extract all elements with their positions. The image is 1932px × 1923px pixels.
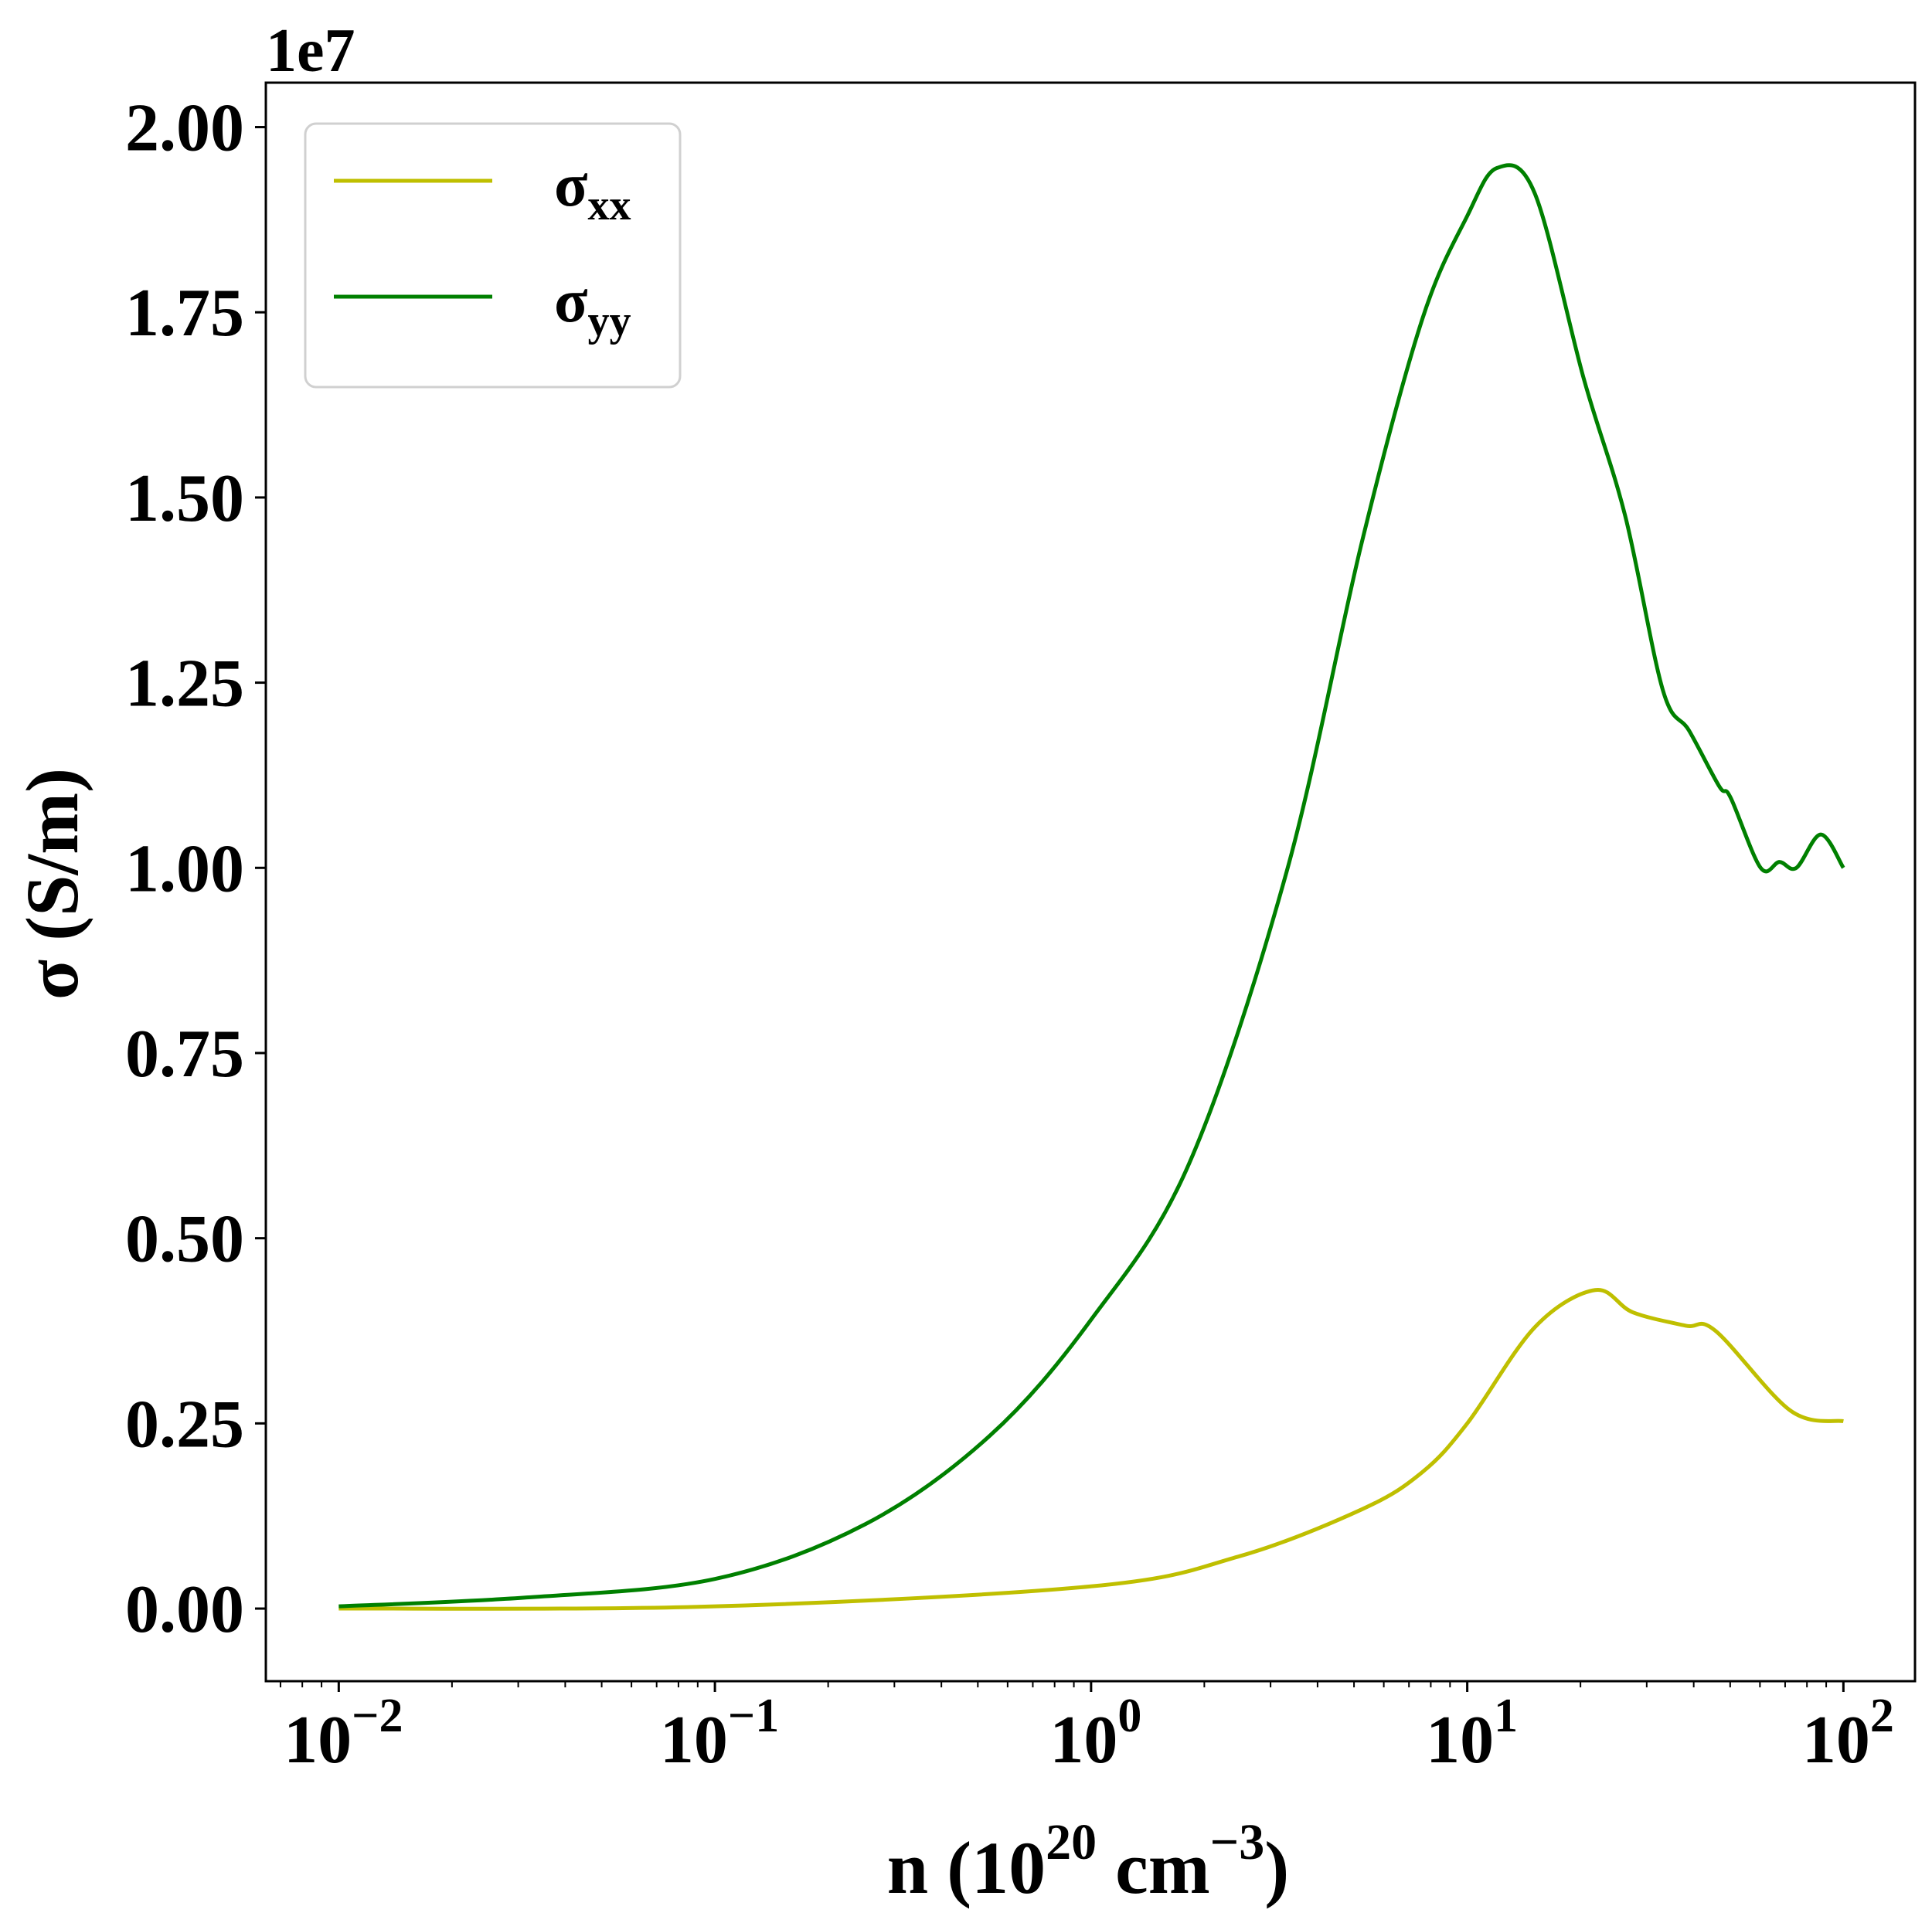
x-axis-label: n (1020 cm−3) <box>887 1814 1290 1909</box>
legend: σxx σyy <box>304 122 682 389</box>
x-tick-label: 10−1 <box>660 1690 779 1778</box>
x-tick-label: 101 <box>1426 1690 1518 1778</box>
series-line-sigma-yy <box>338 163 1845 1609</box>
y-axis-label: σ (S/m) <box>11 768 94 1000</box>
y-tick-label: 0.25 <box>125 1387 244 1462</box>
y-tick-label: 2.00 <box>125 91 244 166</box>
y-tick-label: 1.75 <box>125 276 244 351</box>
ticks: 0.00 0.25 0.50 0.75 1.00 1.25 1.50 1.75 2.00 10−2… <box>125 91 1894 1778</box>
x-tick-label: 10−2 <box>284 1690 403 1778</box>
legend-box <box>304 122 682 389</box>
y-tick-label: 1.00 <box>125 831 244 906</box>
plot-area <box>338 163 1845 1611</box>
y-offset-label: 1e7 <box>266 17 355 85</box>
legend-label-sigma-yy: σyy <box>554 267 631 345</box>
y-tick-label: 0.00 <box>125 1572 244 1647</box>
y-tick-label: 1.25 <box>125 647 244 722</box>
series-line-sigma-xx <box>338 1288 1844 1611</box>
x-tick-label: 102 <box>1802 1690 1894 1778</box>
y-tick-label: 0.75 <box>125 1017 244 1092</box>
y-tick-label: 0.50 <box>125 1202 244 1277</box>
x-tick-label: 100 <box>1049 1690 1141 1778</box>
y-tick-label: 1.50 <box>125 461 244 536</box>
legend-label-sigma-xx: σxx <box>554 151 631 229</box>
